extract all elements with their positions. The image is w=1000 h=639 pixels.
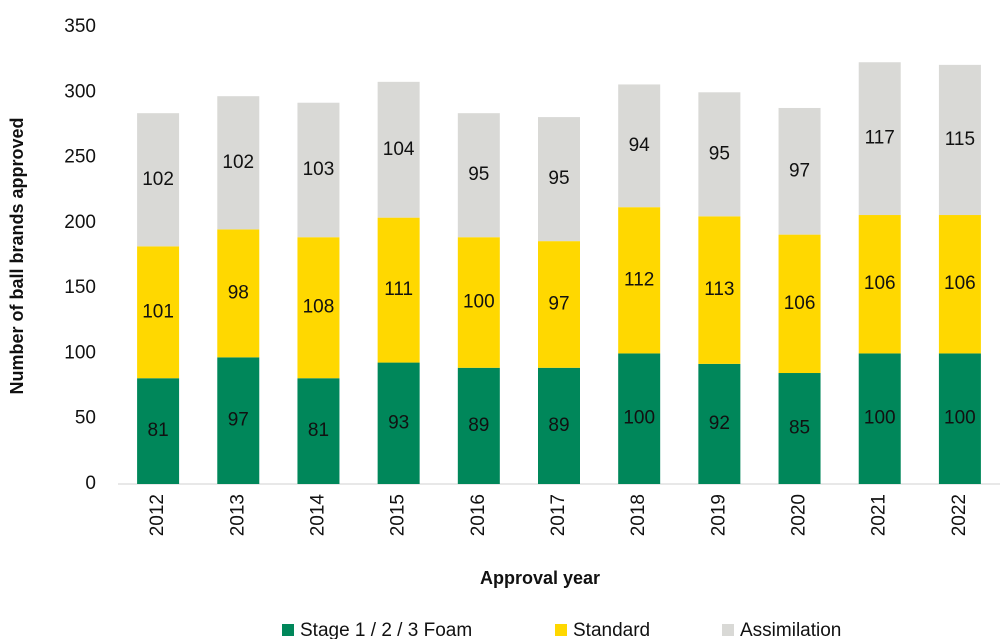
- bar-segment: [618, 84, 661, 208]
- data-label: 81: [308, 420, 329, 441]
- bar-segment: [618, 353, 661, 484]
- x-tick-label: 2018: [628, 494, 649, 536]
- x-tick-label: 2016: [468, 494, 489, 536]
- legend-swatch: [555, 624, 567, 636]
- data-label: 112: [624, 269, 654, 290]
- x-tick-label: 2019: [708, 494, 729, 536]
- data-label: 113: [704, 279, 734, 300]
- y-tick-label: 350: [64, 16, 96, 37]
- bar-segment: [698, 363, 741, 484]
- y-axis-title: Number of ball brands approved: [7, 117, 27, 394]
- data-label: 103: [303, 159, 335, 180]
- bar-segment: [538, 117, 580, 242]
- bar-segment: [858, 353, 901, 484]
- data-label: 95: [709, 143, 730, 164]
- legend-swatch: [722, 624, 734, 636]
- x-tick-label: 2020: [789, 494, 810, 536]
- x-tick-label: 2017: [548, 494, 569, 536]
- bar-segment: [778, 373, 821, 484]
- y-tick-label: 200: [64, 212, 96, 233]
- bar-segment: [377, 362, 420, 484]
- y-tick-label: 300: [64, 81, 96, 102]
- x-tick-label: 2012: [147, 494, 168, 536]
- bar-segment: [297, 378, 340, 484]
- x-tick-label: 2014: [307, 494, 328, 537]
- bar-segment: [778, 234, 821, 374]
- y-tick-label: 150: [64, 277, 96, 298]
- data-label: 117: [865, 128, 895, 149]
- data-label: 100: [463, 292, 495, 313]
- legend-label: Assimilation: [740, 620, 841, 639]
- y-tick-label: 250: [64, 147, 96, 168]
- data-label: 101: [142, 301, 174, 322]
- y-tick-label: 100: [64, 342, 96, 363]
- data-label: 85: [789, 418, 810, 439]
- bar-segment: [297, 237, 340, 379]
- data-label: 94: [629, 135, 651, 156]
- bar-segment: [217, 357, 260, 484]
- data-label: 89: [548, 415, 569, 436]
- data-label: 97: [548, 293, 569, 314]
- x-tick-label: 2015: [388, 494, 409, 536]
- data-label: 81: [148, 420, 169, 441]
- bar-segment: [858, 215, 901, 354]
- bar-segment: [457, 367, 500, 484]
- x-tick-label: 2013: [227, 494, 248, 536]
- data-label: 102: [142, 169, 174, 190]
- data-label: 111: [384, 279, 413, 300]
- bar-segment: [377, 217, 420, 363]
- bar-segment: [457, 237, 500, 368]
- bar-segment: [938, 353, 981, 484]
- data-label: 95: [548, 168, 569, 189]
- data-label: 97: [789, 160, 810, 181]
- data-label: 106: [784, 293, 816, 314]
- data-label: 100: [944, 408, 976, 429]
- bar-segment: [457, 113, 500, 238]
- bar-segment: [778, 107, 821, 235]
- bar-segment: [538, 241, 580, 368]
- y-tick-label: 50: [75, 408, 96, 429]
- data-label: 93: [388, 412, 409, 433]
- bar-segment: [137, 378, 180, 484]
- data-label: 98: [228, 282, 249, 303]
- bar-segment: [618, 207, 661, 354]
- bar-segment: [377, 81, 420, 218]
- data-label: 95: [468, 164, 489, 185]
- data-label: 100: [623, 408, 655, 429]
- data-label: 108: [303, 297, 335, 318]
- legend-label: Stage 1 / 2 / 3 Foam: [300, 620, 472, 639]
- bar-segment: [137, 246, 180, 379]
- bar-segment: [698, 92, 741, 217]
- data-label: 92: [709, 413, 730, 434]
- data-label: 102: [222, 152, 254, 173]
- bar-segment: [698, 216, 741, 364]
- bar-segment: [217, 229, 260, 358]
- legend-label: Standard: [573, 620, 650, 639]
- bar-segment: [538, 367, 580, 484]
- data-label: 106: [944, 273, 976, 294]
- bar-segment: [297, 102, 340, 238]
- x-axis-title: Approval year: [480, 568, 600, 588]
- data-label: 104: [383, 139, 415, 160]
- data-label: 97: [228, 410, 249, 431]
- legend-swatch: [282, 624, 294, 636]
- bar-segment: [858, 62, 901, 216]
- bar-segment: [217, 96, 260, 230]
- x-tick-label: 2021: [869, 494, 890, 536]
- y-tick-label: 0: [85, 473, 96, 494]
- x-tick-label: 2022: [949, 494, 970, 536]
- data-label: 89: [468, 415, 489, 436]
- data-label: 100: [864, 408, 896, 429]
- data-label: 115: [945, 129, 975, 150]
- data-label: 106: [864, 273, 896, 294]
- bar-segment: [938, 215, 981, 354]
- bar-segment: [137, 113, 180, 247]
- bar-segment: [938, 64, 981, 216]
